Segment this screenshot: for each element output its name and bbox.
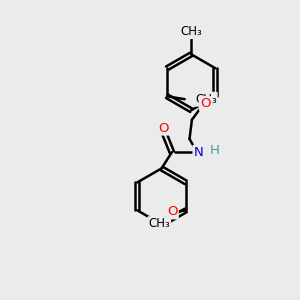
Text: CH₃: CH₃ [195,93,217,106]
Text: O: O [158,122,168,135]
Text: O: O [167,205,178,218]
Text: H: H [210,144,220,157]
Text: CH₃: CH₃ [148,217,170,230]
Text: O: O [200,97,210,110]
Text: N: N [194,146,203,159]
Text: CH₃: CH₃ [180,25,202,38]
